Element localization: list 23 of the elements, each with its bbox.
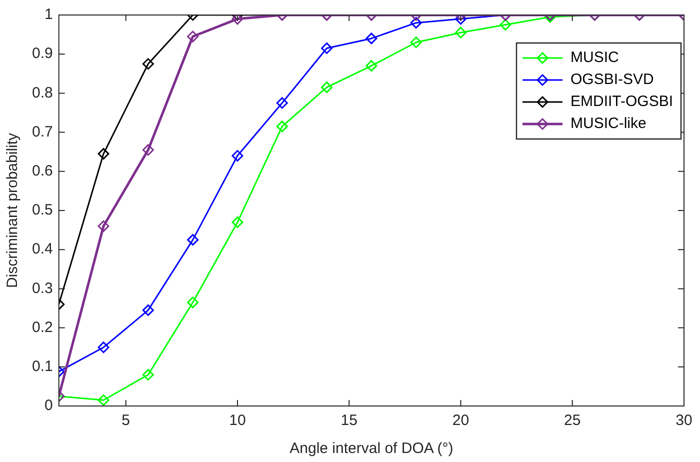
y-axis-title: Discriminant probability: [4, 132, 22, 288]
x-tick-label: 30: [676, 412, 692, 430]
y-tick-label: 0.7: [32, 123, 53, 140]
x-tick-label: 5: [122, 412, 130, 430]
legend-label: EMDIIT-OGSBI: [570, 93, 674, 110]
legend-label: MUSIC-like: [570, 115, 646, 132]
x-axis-title: Angle interval of DOA (°): [290, 440, 454, 458]
y-tick-label: 0.3: [32, 280, 53, 297]
y-tick-label: 0.6: [32, 162, 53, 180]
y-tick-label: 0.4: [32, 240, 53, 258]
legend-label: MUSIC: [570, 49, 619, 66]
legend-label: OGSBI-SVD: [570, 71, 654, 88]
x-tick-label: 10: [229, 412, 246, 430]
y-tick-label: 0.2: [32, 318, 53, 336]
y-tick-label: 0: [44, 397, 53, 414]
y-tick-label: 0.8: [32, 84, 53, 102]
x-tick-label: 15: [340, 412, 358, 430]
y-tick-label: 1: [44, 6, 53, 24]
x-tick-label: 20: [452, 412, 470, 430]
y-tick-label: 0.9: [32, 45, 53, 62]
x-tick-label: 25: [564, 412, 581, 430]
y-tick-label: 0.5: [32, 202, 53, 219]
y-tick-label: 0.1: [32, 358, 53, 376]
